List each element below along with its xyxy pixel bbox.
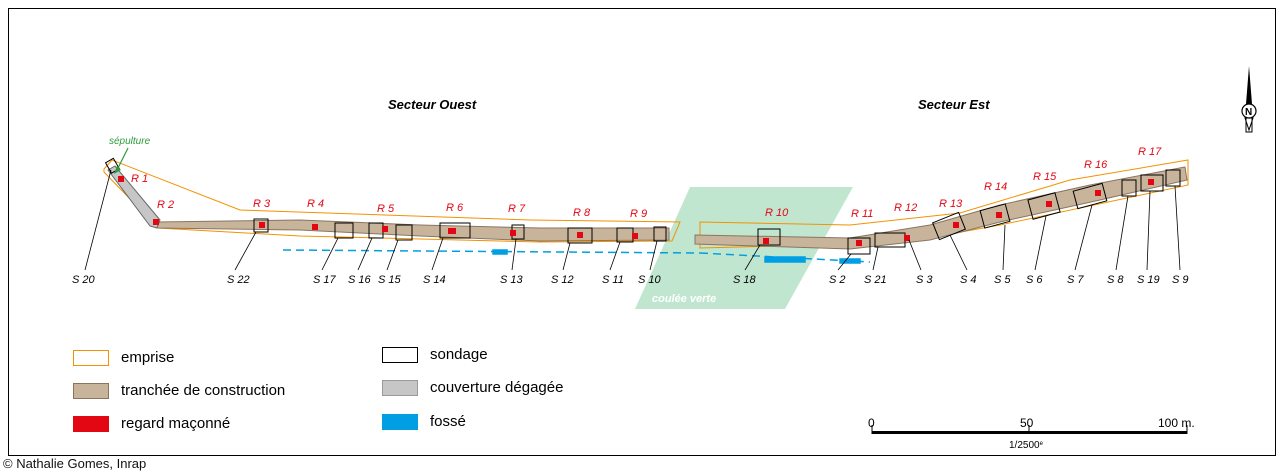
sondage-label: S 19: [1137, 274, 1160, 286]
regard-label: R 1: [131, 173, 148, 185]
sondage-label: S 7: [1067, 274, 1084, 286]
sondage-label: S 13: [500, 274, 524, 286]
legend-label-emprise: emprise: [121, 349, 175, 366]
burial-label: sépulture: [109, 136, 151, 147]
regard-label: R 7: [508, 203, 526, 215]
ditch: [282, 249, 871, 264]
scale-ratio: 1/2500e: [1009, 440, 1044, 451]
sondage-labels: S 20 S 22 S 17 S 16 S 15 S 14 S 13 S 12 …: [72, 274, 1189, 286]
legend-label-tranchee: tranchée de construction: [121, 382, 286, 399]
legend-swatch-tranchee: [73, 382, 109, 399]
sondage-label: S 10: [638, 274, 662, 286]
sondage-label: S 20: [72, 274, 96, 286]
legend-label-sondage: sondage: [430, 346, 488, 363]
sondage-label: S 18: [733, 274, 757, 286]
regard-label: R 2: [157, 199, 174, 211]
regard-label: R 5: [377, 203, 395, 215]
sondage-label: S 3: [916, 274, 933, 286]
regard-label: R 16: [1084, 159, 1108, 171]
leader-lines: [84, 169, 1181, 271]
regard-label: R 4: [307, 198, 324, 210]
sondage-label: S 5: [994, 274, 1011, 286]
map-frame: [8, 8, 1276, 456]
scale-tick-100: 100 m.: [1158, 416, 1195, 430]
regard-label: R 11: [851, 208, 873, 220]
sondage-label: S 22: [227, 274, 250, 286]
sondage-label: S 21: [864, 274, 887, 286]
legend-tranchee: tranchée de construction: [73, 382, 285, 399]
regard-label: R 15: [1033, 171, 1057, 183]
sondage-label: S 8: [1107, 274, 1124, 286]
sondage-label: S 14: [423, 274, 446, 286]
scale-tick-50: 50: [1020, 416, 1034, 430]
sector-west-label: Secteur Ouest: [388, 97, 477, 112]
legend-swatch-emprise: [73, 349, 109, 366]
scale-tick-0: 0: [868, 416, 875, 430]
legend-label-couverture: couverture dégagée: [430, 379, 564, 396]
regard-label: R 8: [573, 207, 591, 219]
sondage-label: S 15: [378, 274, 402, 286]
legend-swatch-fosse: [382, 413, 418, 430]
sondage-label: S 16: [348, 274, 372, 286]
regard-labels: R 1 R 2 R 3 R 4 R 5 R 6 R 7 R 8 R 9 R 10…: [131, 146, 1162, 220]
regard-label: R 14: [984, 181, 1007, 193]
legend-swatch-regard: [73, 415, 109, 432]
north-label: N: [1245, 107, 1252, 118]
regard-label: R 12: [894, 202, 917, 214]
regard-squares: [118, 176, 1154, 246]
green-corridor: [635, 187, 853, 309]
sondage-label: S 4: [960, 274, 977, 286]
legend-regard: regard maçonné: [73, 415, 230, 432]
sector-east-label: Secteur Est: [918, 97, 990, 112]
legend-label-fosse: fossé: [430, 413, 466, 430]
sondage-boxes: [104, 157, 1181, 255]
legend-fosse: fossé: [382, 413, 466, 430]
legend-swatch-couverture: [382, 379, 418, 396]
legend-swatch-sondage: [382, 346, 418, 363]
regard-label: R 3: [253, 198, 271, 210]
scale-bar: 0 50 100 m. 1/2500e: [868, 416, 1195, 451]
sondage-label: S 12: [551, 274, 574, 286]
north-arrow-icon: N: [1241, 66, 1257, 133]
legend-label-regard: regard maçonné: [121, 415, 231, 432]
burial-marker: [114, 147, 129, 174]
green-flow-label: coulée verte: [652, 293, 716, 305]
legend-couverture: couverture dégagée: [382, 379, 563, 396]
regard-label: R 9: [630, 208, 647, 220]
trench-east: [694, 166, 1188, 250]
copyright-credit: © Nathalie Gomes, Inrap: [3, 456, 147, 471]
regard-label: R 17: [1138, 146, 1162, 158]
sondage-label: S 17: [313, 274, 337, 286]
legend-emprise: emprise: [73, 349, 174, 366]
regard-label: R 10: [765, 207, 789, 219]
sondage-label: S 9: [1172, 274, 1189, 286]
regard-label: R 13: [939, 198, 963, 210]
sondage-label: S 11: [602, 274, 624, 286]
legend-sondage: sondage: [382, 346, 488, 363]
sondage-label: S 6: [1026, 274, 1043, 286]
sondage-label: S 2: [829, 274, 846, 286]
regard-label: R 6: [446, 202, 464, 214]
